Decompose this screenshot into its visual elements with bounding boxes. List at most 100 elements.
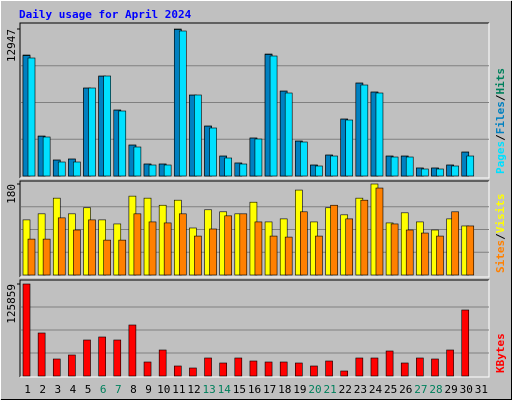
bar [224,157,232,177]
legend: KBytes [494,333,507,373]
x-tick-label: 10 [157,383,170,396]
bar [405,229,414,276]
legend-label: Hits [494,68,507,95]
bar [133,146,142,177]
legend-label: Files [494,101,507,134]
bar [118,239,127,276]
bar [416,357,424,377]
bar [98,336,106,377]
bar [405,156,414,177]
bar [204,357,212,377]
x-tick-label: 31 [475,383,488,396]
bar [103,239,111,276]
x-tick-label: 1 [24,383,31,396]
x-tick-label: 2 [39,383,46,396]
bar [163,164,172,177]
legend: Pages/Files/Hits [494,68,507,174]
bar [370,357,379,377]
bar [360,84,369,177]
x-tick-label: 25 [384,383,397,396]
bar [360,199,369,276]
bar [300,211,308,276]
bar [158,349,167,377]
bar [148,221,157,276]
bar [330,155,338,177]
x-tick-label: 21 [324,383,337,396]
x-tick-label: 18 [278,383,291,396]
panel-border-light [20,280,490,378]
bar [27,238,36,276]
bar [234,357,243,377]
x-tick-label: 13 [202,383,215,396]
bar [385,350,394,377]
x-tick-label: 24 [369,383,383,396]
bar [133,213,142,276]
bar [284,236,293,276]
bar [466,225,475,276]
legend-label: Sites [494,240,507,273]
x-tick-label: 11 [172,383,185,396]
bar [73,161,81,177]
bar [68,354,76,377]
bar [42,238,51,276]
legend-separator: / [494,233,507,240]
x-tick-label: 15 [233,383,246,396]
y-tick-label: 12947 [5,29,18,62]
bar [178,213,187,276]
bar [284,92,293,177]
x-tick-label: 3 [55,383,62,396]
bar [269,235,278,276]
bar [375,187,384,276]
bar [209,228,217,276]
bar [451,211,459,276]
bar [22,283,31,377]
bar [27,57,36,177]
bar [436,235,444,276]
bar [178,30,187,177]
panel-border-light [20,181,490,278]
bar [279,361,288,377]
bar [446,349,454,377]
legend-label: Pages [494,141,507,174]
bar [239,213,248,276]
bar [37,332,46,377]
panel-border-dark [19,180,489,277]
bar [400,362,409,377]
x-tick-label: 17 [263,383,276,396]
x-tick-label: 12 [187,383,200,396]
bar [264,361,273,377]
bar [83,339,91,377]
bar [315,235,323,276]
bar [325,360,333,377]
bar [194,235,202,276]
x-tick-label: 8 [130,383,137,396]
bar [330,204,338,276]
bar [254,138,263,177]
bar [436,168,444,177]
bar [73,229,81,276]
bar [390,156,399,177]
legend-separator: / [494,134,507,141]
bar [103,75,111,177]
bar [173,365,182,377]
bar [224,215,232,276]
bar [310,365,318,377]
bar [315,165,323,177]
bar [355,357,364,377]
x-tick-label: 26 [399,383,412,396]
y-tick-label: 125859 [5,284,18,324]
bar [390,223,399,276]
bar [42,136,51,177]
legend: Sites/Visits [494,194,507,274]
bar [466,155,475,177]
bar [57,161,66,177]
x-tick-label: 9 [145,383,152,396]
bar [431,358,439,377]
x-tick-label: 22 [339,383,352,396]
y-tick-label: 180 [5,184,18,204]
bar [375,92,384,177]
bar [143,361,152,377]
legend-label: Visits [494,194,507,234]
